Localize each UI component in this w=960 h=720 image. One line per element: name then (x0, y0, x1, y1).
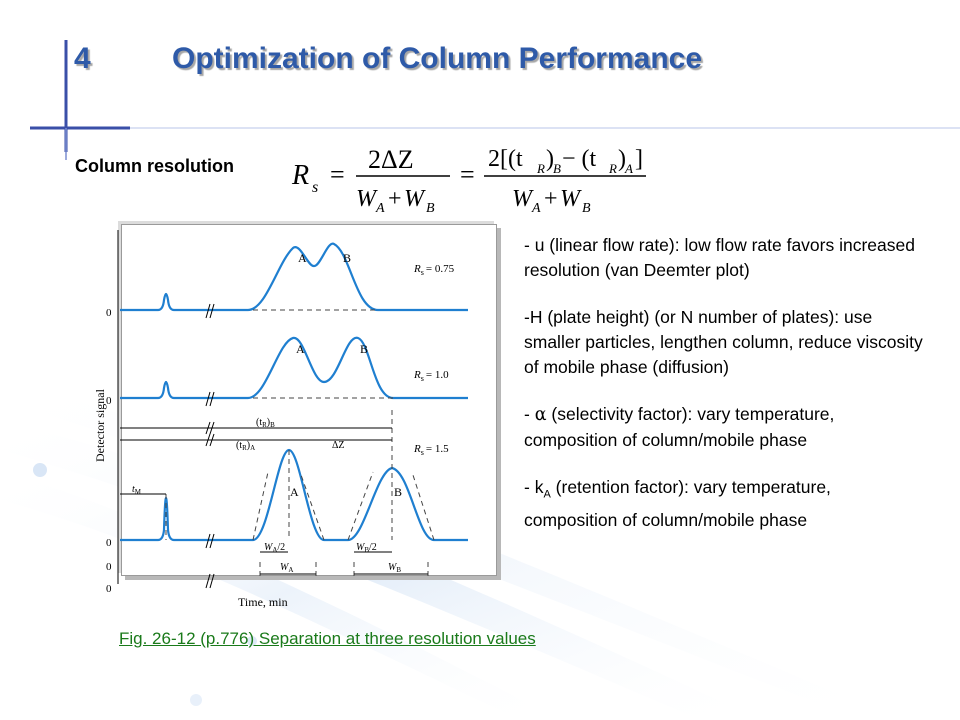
tr-a-open: (t (236, 440, 242, 451)
formula-sub-r2: R (608, 161, 617, 176)
rs-sub-3: s (421, 448, 424, 457)
formula-frac2-minus: − (t (562, 146, 597, 172)
formula-den2-w2: W (560, 186, 582, 212)
formula-rs: R (291, 160, 309, 191)
formula-den2-b: B (582, 201, 591, 216)
peak-a-label-3: A (290, 485, 299, 499)
formula-den1-a: A (375, 201, 385, 216)
note-flow-rate: - u (linear flow rate): low flow rate fa… (524, 233, 924, 283)
delta-z-label: ΔZ (332, 440, 345, 451)
note-flow-rate-text: - u (linear flow rate): low flow rate fa… (524, 235, 915, 280)
wb-half-sub: B (364, 546, 369, 554)
formula-den2-w1: W (512, 186, 534, 212)
figure-caption-link[interactable]: Fig. 26-12 (p.776) Separation at three r… (119, 629, 536, 648)
wb-half-w: W (356, 542, 366, 553)
chromatogram-figure: Detector signal 0 0 0 0 0 (93, 230, 468, 609)
note-selectivity: - α (selectivity factor): vary temperatu… (524, 402, 924, 453)
trace-rs-10 (120, 336, 468, 400)
rs-value-2: = 1.0 (426, 369, 449, 381)
svg-text:WA: WA (280, 562, 293, 574)
slide-title: Optimization of Column Performance (172, 42, 703, 75)
figure-frame (121, 224, 497, 576)
wa-sub: A (288, 566, 293, 574)
note-selectivity-pre: - (524, 404, 535, 424)
tr-b-sub-b: B (270, 421, 275, 429)
svg-text:(tR)A: (tR)A (236, 440, 255, 452)
rs-sub-2: s (421, 374, 424, 383)
rs-symbol-2: R (413, 369, 421, 381)
svg-text:Rs= 0.75: Rs = 0.75 (413, 263, 455, 277)
svg-text:Rs= 1.5: Rs = 1.5 (413, 443, 449, 457)
svg-text:WA/2: WA/2 (264, 542, 285, 554)
peak-b-label-3: B (394, 485, 402, 499)
formula-sub-a: A (624, 161, 633, 176)
formula-den1-b: B (426, 201, 435, 216)
formula-paren-2: ) (618, 146, 626, 172)
wb-w: W (388, 562, 398, 573)
rs-value-3: = 1.5 (426, 443, 449, 455)
slide-number: 4 (74, 42, 91, 75)
formula-paren-1: ) (546, 146, 554, 172)
formula-den1-w2: W (404, 186, 426, 212)
svg-text:Rs= 1.0: Rs = 1.0 (413, 369, 449, 383)
note-retention-pre: - k (524, 477, 544, 497)
svg-text:WB/2: WB/2 (356, 542, 377, 554)
svg-text:WB: WB (388, 562, 401, 574)
tr-b-open: (t (256, 417, 262, 428)
peak-a-label-2: A (296, 342, 305, 356)
formula-bracket: ] (635, 146, 643, 172)
formula-equals-2: = (460, 160, 475, 189)
tr-a-sub-a: A (250, 444, 255, 452)
formula-den2-a: A (531, 201, 541, 216)
formula-sub-r1: R (536, 161, 545, 176)
zero-label-3: 0 (106, 537, 112, 549)
trace-rs-075 (120, 242, 468, 312)
svg-text:(tR)B: (tR)B (256, 417, 275, 429)
formula-den1-plus: + (388, 186, 402, 212)
formula-den2-plus: + (544, 186, 558, 212)
note-retention: - kA (retention factor): vary temperatur… (524, 475, 924, 533)
rs-symbol-1: R (413, 263, 421, 275)
formula-equals-1: = (330, 160, 345, 189)
section-subtitle: Column resolution (75, 156, 234, 176)
tr-a-close: ) (247, 440, 250, 451)
peak-b-label-2: B (360, 342, 368, 356)
tm-sub: M (135, 488, 142, 496)
formula-sub-b: B (553, 161, 561, 176)
zero-label-5: 0 (106, 583, 112, 595)
wa-half-sub: A (272, 546, 277, 554)
rs-value-1: = 0.75 (426, 263, 455, 275)
formula-frac1-numerator: 2ΔZ (368, 145, 414, 174)
y-axis-label: Detector signal (93, 388, 107, 462)
x-axis-label: Time, min (238, 595, 288, 609)
note-selectivity-text: (selectivity factor): vary temperature, … (524, 404, 835, 450)
peak-b-label-1: B (343, 251, 351, 265)
zero-label-2: 0 (106, 395, 112, 407)
alpha-symbol: α (534, 405, 547, 425)
formula-den1-w1: W (356, 186, 378, 212)
wa-half-suffix: /2 (277, 542, 285, 553)
zero-label-4: 0 (106, 561, 112, 573)
formula-frac2-num-start: 2[(t (488, 146, 523, 172)
note-retention-text: (retention factor): vary temperature, co… (524, 477, 831, 530)
rs-sub-1: s (421, 268, 424, 277)
svg-text:tM: tM (132, 484, 142, 496)
tm-symbol: t (132, 484, 135, 495)
zero-label-1: 0 (106, 307, 112, 319)
wb-sub: B (396, 566, 401, 574)
tr-a-sub-r: R (242, 444, 247, 452)
rs-symbol-3: R (413, 443, 421, 455)
wb-half-suffix: /2 (369, 542, 377, 553)
notes-list: - u (linear flow rate): low flow rate fa… (524, 233, 924, 555)
note-retention-sub: A (543, 488, 551, 501)
note-plate-height-text: -H (plate height) (or N number of plates… (524, 307, 923, 377)
formula-rs-sub: s (312, 179, 318, 196)
tr-b-close: ) (267, 417, 270, 428)
note-plate-height: -H (plate height) (or N number of plates… (524, 305, 924, 380)
peak-a-label-1: A (298, 251, 307, 265)
tr-b-sub-r: R (262, 421, 267, 429)
wa-half-w: W (264, 542, 274, 553)
resolution-formula: R s = 2ΔZ W A + W B = 2[(t R ) B − (t R … (291, 145, 646, 216)
wa-w: W (280, 562, 290, 573)
